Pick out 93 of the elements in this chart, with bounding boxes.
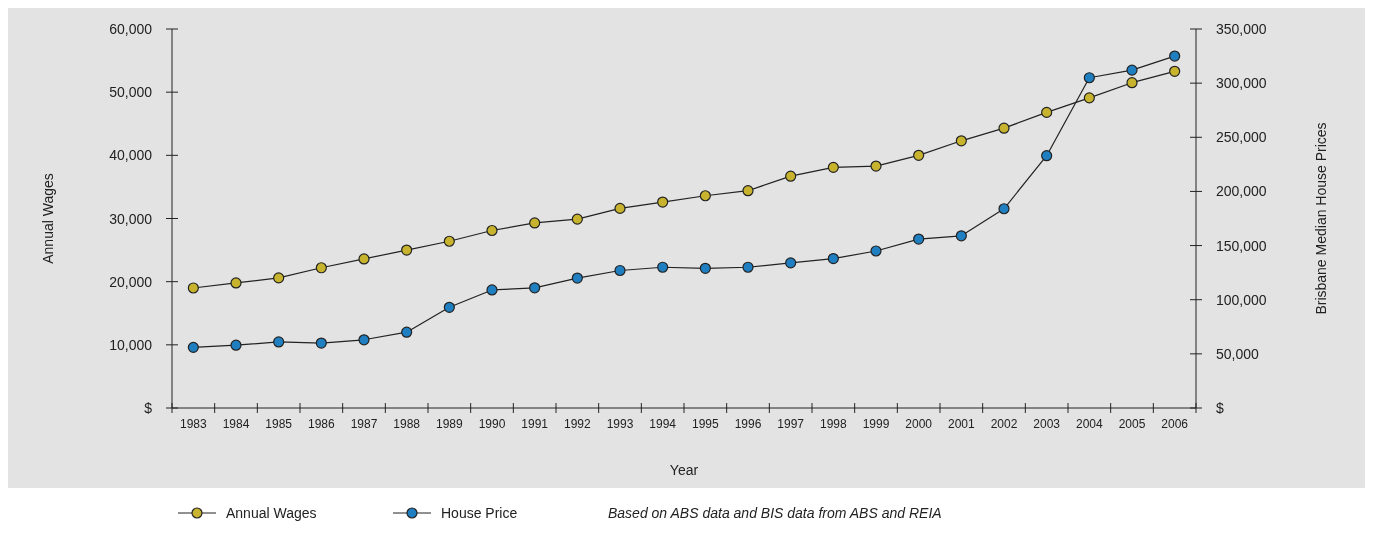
point	[358, 253, 370, 265]
point	[913, 149, 925, 161]
point	[998, 203, 1010, 215]
y2-tick-label: 150,000	[1216, 237, 1267, 254]
y-tick-label: 30,000	[109, 210, 153, 227]
point	[827, 161, 839, 173]
point	[1041, 150, 1053, 162]
point	[614, 264, 626, 277]
y-tick-label: 40,000	[109, 147, 153, 164]
x-tick-label: 1996	[734, 417, 762, 431]
x-tick-label: 1990	[478, 417, 506, 431]
point	[486, 224, 498, 237]
y2-tick-label: 300,000	[1216, 75, 1267, 92]
y2-tick-label: 100,000	[1216, 291, 1267, 308]
point	[401, 244, 413, 256]
x-tick-label: 1989	[435, 417, 463, 431]
y-tick-label: 50,000	[109, 84, 153, 101]
x-tick-label: 1988	[393, 417, 421, 431]
point	[870, 160, 882, 172]
point	[1041, 106, 1053, 118]
point	[955, 135, 967, 147]
y2-tick-label: 200,000	[1216, 183, 1267, 200]
y2-tick-label: 350,000	[1216, 21, 1267, 37]
point	[187, 282, 199, 294]
y2-tick-label: 50,000	[1216, 345, 1260, 362]
point	[870, 245, 882, 257]
text: Based on ABS data and BIS data from ABS and REIA	[608, 505, 942, 521]
point	[1169, 50, 1181, 62]
point	[401, 326, 413, 338]
point	[358, 334, 370, 346]
x-tick-label: 2005	[1118, 417, 1146, 431]
point	[1126, 64, 1138, 76]
y2-tick-label: $	[1216, 400, 1224, 416]
point	[742, 261, 754, 273]
point	[614, 202, 626, 214]
point	[443, 301, 455, 313]
point	[1083, 92, 1095, 104]
legend-label: House Price	[441, 505, 518, 521]
point	[699, 190, 711, 202]
point	[785, 257, 797, 269]
point	[1126, 77, 1138, 89]
x-tick-label: 1987	[350, 417, 378, 431]
point	[998, 122, 1010, 134]
point	[529, 282, 541, 294]
point	[529, 217, 541, 229]
point	[486, 284, 498, 296]
x-tick-label: 1997	[777, 417, 805, 431]
y2-axis-title: Brisbane Median House Prices	[1313, 122, 1329, 315]
point	[230, 339, 242, 351]
point	[315, 337, 327, 349]
x-tick-label: 1984	[222, 417, 250, 431]
point	[273, 336, 285, 348]
x-tick-label: 1992	[563, 417, 591, 431]
point	[315, 262, 327, 274]
x-tick-label: 2006	[1161, 417, 1189, 431]
point	[273, 272, 285, 284]
point	[913, 233, 925, 245]
x-tick-label: 1995	[691, 417, 719, 431]
x-tick-label: 1994	[649, 417, 677, 431]
y-axis-title: Annual Wages	[40, 173, 56, 264]
point	[699, 262, 711, 274]
legend-label: Annual Wages	[226, 505, 317, 521]
point	[571, 213, 583, 225]
x-tick-label: 2001	[947, 417, 975, 431]
x-tick-label: 1998	[819, 417, 847, 431]
x-tick-label: 2000	[905, 417, 933, 431]
y2-tick-label: 250,000	[1216, 129, 1267, 146]
point	[187, 341, 199, 353]
x-tick-label: 1986	[307, 417, 335, 431]
x-tick-label: 1999	[862, 417, 890, 431]
point	[657, 196, 669, 208]
y-tick-label: 60,000	[109, 21, 153, 37]
point	[955, 230, 967, 242]
point	[1169, 65, 1181, 77]
y-tick-label: 10,000	[109, 336, 153, 353]
x-tick-label: 1993	[606, 417, 634, 431]
x-tick-label: 2003	[1033, 417, 1061, 431]
x-tick-label: 1983	[179, 417, 207, 431]
point	[571, 272, 583, 284]
point	[785, 170, 797, 182]
point	[742, 185, 754, 197]
point	[657, 261, 669, 273]
x-tick-label: 2002	[990, 417, 1018, 431]
x-axis-title: Year	[669, 462, 699, 478]
x-tick-label: 1985	[265, 417, 293, 431]
y-tick-label: $	[144, 400, 153, 416]
point	[443, 235, 455, 247]
x-tick-label: 2004	[1075, 417, 1103, 431]
point	[230, 277, 242, 289]
y-tick-label: 20,000	[109, 273, 153, 290]
x-tick-label: 1991	[521, 417, 549, 431]
point	[1083, 72, 1095, 84]
point	[827, 252, 839, 265]
